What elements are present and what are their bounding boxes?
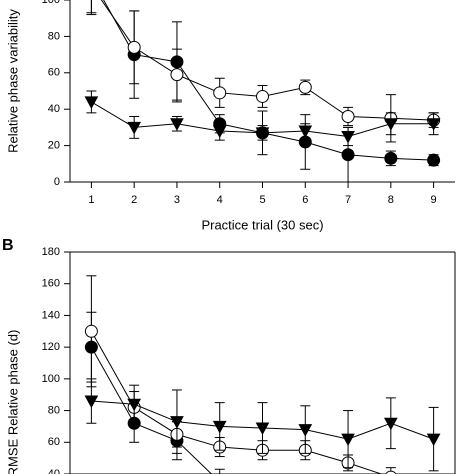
marker	[170, 118, 184, 131]
x-tick-label: 8	[388, 194, 394, 206]
marker	[298, 125, 313, 139]
y-tick-label: 100	[42, 0, 60, 6]
marker	[383, 417, 398, 431]
x-tick-label: 9	[431, 194, 437, 206]
marker	[213, 86, 227, 100]
marker	[341, 131, 355, 144]
y-tick-label: 100	[42, 373, 60, 385]
y-tick-label: 120	[42, 341, 60, 353]
marker	[341, 109, 355, 123]
series-line	[90, 346, 213, 474]
marker	[84, 96, 99, 109]
marker	[170, 68, 184, 82]
y-tick-label: 140	[42, 309, 60, 321]
y-tick-label: 40	[48, 468, 60, 474]
y-tick-label: 60	[48, 67, 60, 79]
x-tick-label: 4	[217, 194, 223, 206]
marker	[127, 40, 141, 54]
x-tick-label: 3	[174, 194, 180, 206]
marker	[426, 118, 441, 131]
marker	[383, 118, 398, 131]
x-tick-label: 1	[88, 194, 94, 206]
panel-label: B	[2, 237, 14, 254]
marker	[426, 433, 441, 447]
marker	[255, 422, 270, 436]
marker	[212, 125, 227, 139]
y-tick-label: 180	[42, 246, 60, 258]
marker	[170, 416, 184, 429]
y-tick-label: 160	[42, 278, 60, 290]
marker	[127, 121, 142, 135]
marker	[298, 424, 313, 437]
series-line	[90, 331, 383, 474]
y-tick-label: 80	[48, 30, 60, 42]
marker	[256, 89, 269, 103]
y-tick-label: 60	[48, 436, 60, 448]
marker	[84, 324, 98, 338]
marker	[212, 420, 227, 434]
x-tick-label: 7	[345, 194, 351, 206]
x-tick-label: 2	[131, 194, 137, 206]
y-tick-label: 20	[48, 140, 60, 152]
marker	[298, 80, 312, 94]
marker	[384, 151, 398, 165]
marker	[341, 148, 355, 162]
y-tick-label: 80	[48, 404, 60, 416]
marker	[341, 433, 355, 447]
y-axis-title: Relative phase variability	[5, 9, 20, 153]
marker	[385, 470, 397, 474]
x-tick-label: 6	[302, 194, 308, 206]
marker	[84, 395, 99, 409]
x-axis-title: Practice trial (30 sec)	[201, 217, 323, 232]
y-axis-title: RMSE Relative phase (d)	[5, 330, 20, 474]
y-tick-label: 0	[54, 176, 60, 188]
marker	[427, 153, 441, 167]
marker	[255, 127, 270, 140]
x-tick-label: 5	[259, 194, 265, 206]
y-tick-label: 40	[48, 103, 60, 115]
marker	[127, 398, 142, 412]
